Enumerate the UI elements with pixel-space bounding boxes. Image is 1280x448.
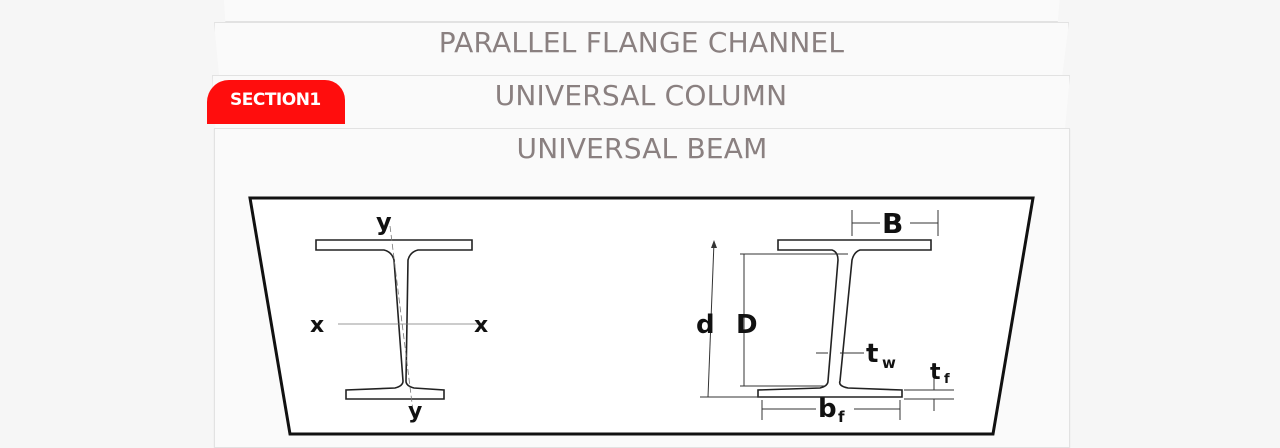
y-top-label: y (376, 208, 392, 236)
card-title: PARALLEL FLANGE CHANNEL (438, 26, 845, 59)
bf-sub-label: f (838, 408, 845, 426)
tw-label: t (866, 339, 878, 369)
x-left-label: x (310, 313, 324, 338)
bf-label: b (818, 394, 837, 424)
d-dim-line (707, 241, 715, 398)
left-y-axis (389, 225, 414, 412)
card-title: UNIVERSAL COLUMN (494, 79, 788, 112)
beam-diagram-svg: y y x x B d D t w t f (248, 196, 1035, 436)
beam-section-diagram: y y x x B d D t w t f (248, 196, 1035, 436)
b-label: B (882, 207, 903, 240)
section-card-previous[interactable] (222, 0, 1062, 22)
tf-label: t (930, 360, 941, 385)
section-card-universal-column[interactable]: UNIVERSAL COLUMN (212, 75, 1070, 130)
d-label: d (696, 310, 715, 340)
y-bottom-label: y (408, 399, 422, 424)
tf-sub-label: f (944, 372, 950, 387)
D-label: D (736, 310, 758, 340)
d-arrow-top (711, 240, 717, 248)
section-badge: SECTION1 (207, 80, 345, 124)
left-i-section (315, 239, 473, 400)
x-right-label: x (474, 313, 488, 338)
section-card-parallel-flange-channel[interactable]: PARALLEL FLANGE CHANNEL (214, 22, 1069, 76)
card-title: UNIVERSAL BEAM (516, 132, 768, 165)
tw-sub-label: w (882, 354, 896, 372)
right-i-section (757, 239, 932, 398)
